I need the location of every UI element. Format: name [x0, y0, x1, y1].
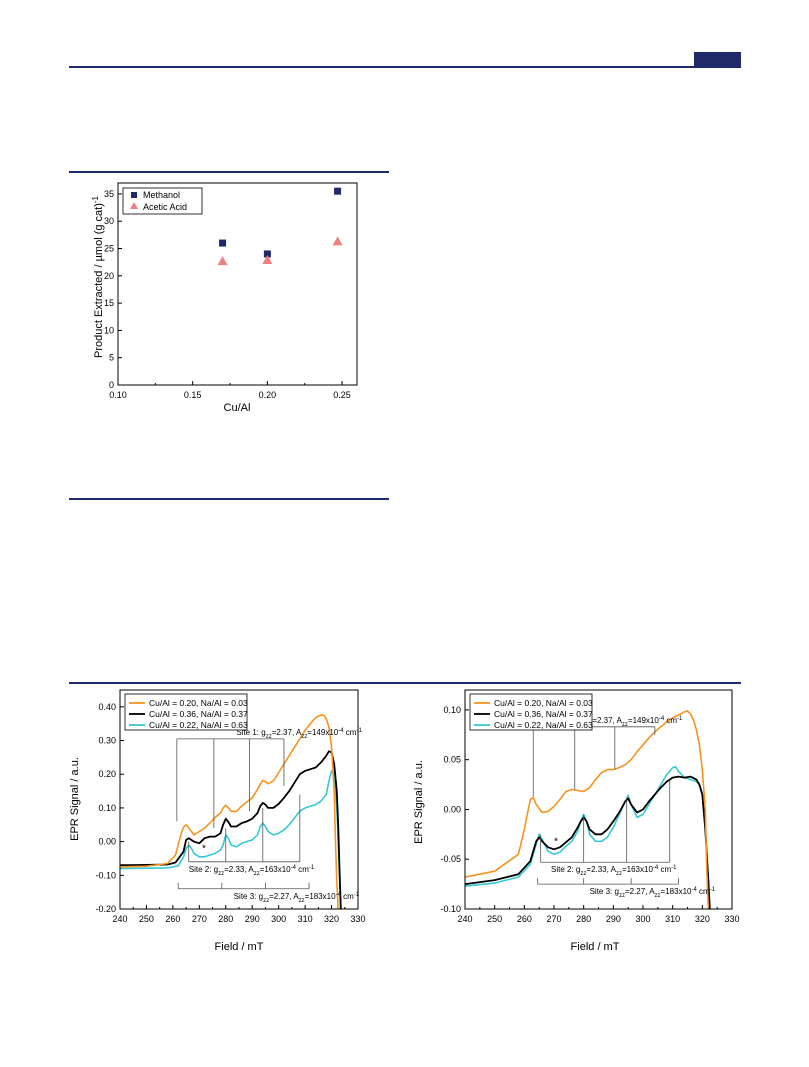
legend-acetic-label: Acetic Acid — [143, 202, 187, 212]
header-tab — [694, 52, 741, 67]
y-axis-label: EPR Signal / a.u. — [69, 757, 81, 841]
methanol-point — [219, 239, 227, 247]
y-tick-label: 20 — [104, 271, 114, 281]
figure1-top-rule — [69, 171, 389, 173]
site2-label: Site 2: gzz=2.33, Azz=163x10-4 cm-1 — [189, 865, 315, 877]
header-rule — [69, 66, 741, 68]
y-tick-label: 0.00 — [443, 804, 461, 814]
y-tick-label: 0.20 — [98, 769, 116, 779]
y-axis-label: EPR Signal / a.u. — [413, 760, 425, 844]
series-line-2 — [120, 770, 342, 909]
x-tick-label: 300 — [271, 914, 286, 924]
acetic-acid-point — [262, 254, 273, 264]
x-tick-label: 310 — [665, 914, 680, 924]
y-tick-label: 15 — [104, 298, 114, 308]
plot-frame — [117, 182, 358, 386]
acetic-acid-point — [332, 236, 343, 246]
x-axis-label: Cu/Al — [224, 402, 251, 414]
x-tick-label: 290 — [245, 914, 260, 924]
x-tick-label: 240 — [457, 914, 472, 924]
legend-methanol-label: Methanol — [143, 190, 180, 200]
legend-acetic-marker — [130, 202, 138, 209]
legend-label: Cu/Al = 0.36, Na/Al = 0.37 — [494, 709, 593, 719]
x-tick-label: 0.25 — [333, 390, 351, 400]
x-tick-label: 290 — [606, 914, 621, 924]
x-tick-label: 330 — [350, 914, 365, 924]
y-tick-label: 30 — [104, 216, 114, 226]
series-line-0 — [120, 714, 339, 909]
x-tick-label: 300 — [635, 914, 650, 924]
x-tick-label: 330 — [724, 914, 739, 924]
y-tick-label: 0.00 — [98, 837, 116, 847]
y-tick-label: 0.30 — [98, 736, 116, 746]
site2-label: Site 2: gzz=2.33, Azz=163x10-4 cm-1 — [551, 865, 677, 877]
site1-label: Site 1: gzz=2.37, Azz=149x10-4 cm-1 — [236, 728, 362, 740]
methanol-point — [263, 250, 271, 258]
site3-label: Site 3: gzz=2.27, Azz=183x10-4 cm-1 — [234, 892, 360, 904]
acetic-acid-point — [217, 256, 228, 266]
legend-label: Cu/Al = 0.36, Na/Al = 0.37 — [149, 709, 248, 719]
y-tick-label: -0.10 — [440, 904, 461, 914]
y-tick-label: 0 — [109, 380, 114, 390]
x-tick-label: 0.20 — [259, 390, 277, 400]
y-tick-label: 0.10 — [443, 705, 461, 715]
y-tick-label: 35 — [104, 189, 114, 199]
x-tick-label: 0.15 — [184, 390, 202, 400]
x-tick-label: 240 — [112, 914, 127, 924]
x-tick-label: 0.10 — [109, 390, 127, 400]
site3-label: Site 3: gzz=2.27, Azz=183x10-4 cm-1 — [590, 887, 716, 899]
legend-label: Cu/Al = 0.22, Na/Al = 0.63 — [149, 720, 248, 730]
series-line-0 — [465, 710, 710, 909]
legend-box — [469, 693, 593, 731]
y-axis-label: Product Extracted / µmol (g cat)-1 — [91, 195, 106, 358]
y-tick-label: -0.10 — [95, 870, 116, 880]
y-tick-label: 25 — [104, 244, 114, 254]
x-tick-label: 320 — [695, 914, 710, 924]
legend-box — [124, 693, 248, 731]
x-tick-label: 320 — [324, 914, 339, 924]
x-tick-label: 260 — [517, 914, 532, 924]
figure1-bottom-rule — [69, 498, 389, 500]
x-tick-label: 270 — [546, 914, 561, 924]
x-tick-label: 270 — [192, 914, 207, 924]
y-tick-label: -0.20 — [95, 904, 116, 914]
x-tick-label: 250 — [139, 914, 154, 924]
y-tick-label: 10 — [104, 325, 114, 335]
x-axis-label: Field / mT — [571, 941, 620, 953]
x-tick-label: 250 — [487, 914, 502, 924]
y-tick-label: 5 — [109, 353, 114, 363]
series-line-1 — [120, 750, 342, 909]
star-annotation: * — [202, 844, 206, 855]
y-tick-label: 0.40 — [98, 702, 116, 712]
legend-label: Cu/Al = 0.22, Na/Al = 0.63 — [494, 720, 593, 730]
legend-label: Cu/Al = 0.20, Na/Al = 0.03 — [494, 698, 593, 708]
x-axis-label: Field / mT — [215, 941, 264, 953]
y-tick-label: 0.10 — [98, 803, 116, 813]
star-annotation: * — [554, 836, 558, 847]
x-tick-label: 280 — [218, 914, 233, 924]
x-tick-label: 260 — [165, 914, 180, 924]
figure2-top-rule — [69, 682, 741, 684]
y-tick-label: 0.05 — [443, 755, 461, 765]
y-tick-label: -0.05 — [440, 854, 461, 864]
x-tick-label: 280 — [576, 914, 591, 924]
legend-label: Cu/Al = 0.20, Na/Al = 0.03 — [149, 698, 248, 708]
legend-methanol-marker — [131, 192, 137, 198]
series-line-1 — [465, 775, 711, 909]
x-tick-label: 310 — [298, 914, 313, 924]
methanol-point — [334, 187, 342, 195]
